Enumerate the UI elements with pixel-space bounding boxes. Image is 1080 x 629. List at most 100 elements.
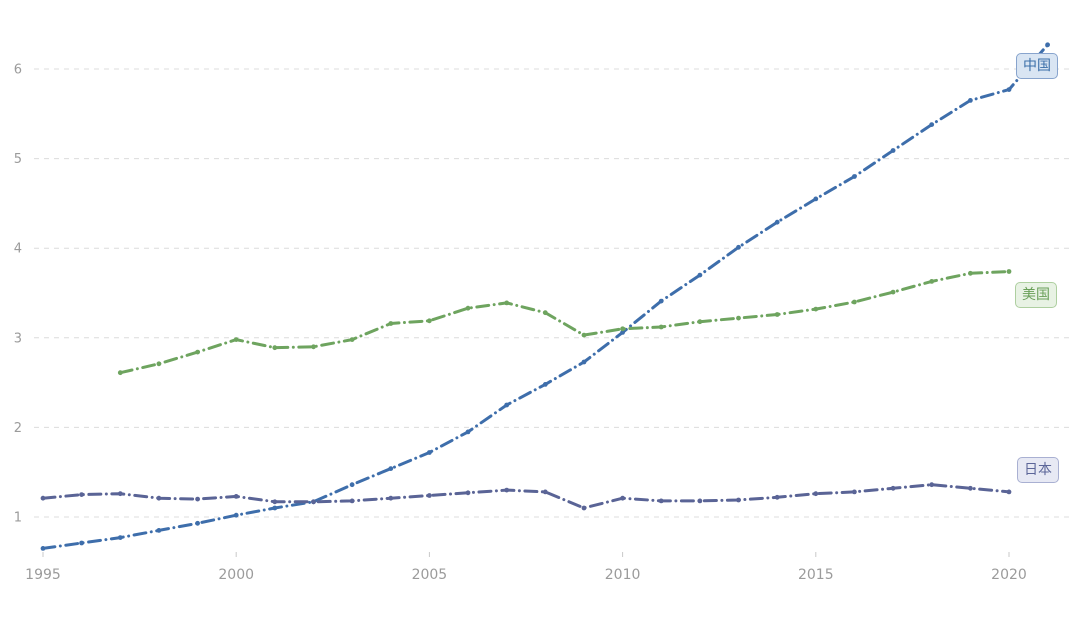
series-line-0	[40, 42, 1050, 551]
data-point	[504, 402, 510, 408]
data-point	[774, 219, 780, 225]
series-badge-japan: 日本	[1017, 457, 1059, 483]
y-axis-tick-label: 4	[14, 242, 22, 257]
data-point	[233, 337, 239, 342]
data-point	[813, 306, 819, 312]
y-axis-tick-label: 6	[14, 63, 22, 78]
data-point	[195, 520, 201, 526]
data-point	[427, 493, 432, 498]
data-point	[581, 359, 587, 365]
data-point	[40, 495, 46, 501]
data-point	[968, 98, 973, 103]
data-point	[272, 345, 278, 351]
x-axis-tick-label: 2005	[412, 567, 448, 583]
data-point	[736, 315, 741, 321]
series-badge-usa: 美国	[1015, 282, 1057, 308]
series-line-2	[40, 482, 1012, 511]
data-point	[697, 498, 703, 504]
data-point	[774, 312, 780, 317]
data-point	[581, 505, 587, 511]
data-point	[311, 499, 316, 505]
data-point	[195, 496, 201, 502]
data-point	[542, 489, 548, 495]
data-point	[658, 324, 664, 330]
data-point	[658, 498, 664, 504]
data-point	[504, 487, 510, 493]
data-point	[1006, 87, 1012, 92]
x-axis-tick-label: 2020	[991, 567, 1027, 583]
data-point	[736, 497, 741, 503]
y-axis-tick-label: 2	[14, 421, 22, 436]
data-point	[774, 494, 780, 500]
data-point	[40, 546, 46, 551]
series-line-1	[117, 269, 1012, 376]
data-point	[156, 495, 162, 501]
x-axis-tick-label: 1995	[25, 567, 61, 583]
data-point	[465, 490, 471, 496]
data-point	[852, 299, 857, 305]
data-point	[272, 505, 278, 511]
data-point	[388, 466, 394, 471]
data-point	[388, 321, 394, 326]
data-point	[117, 535, 123, 540]
data-point	[929, 482, 935, 488]
y-axis-tick-label: 1	[14, 511, 22, 526]
data-point	[620, 330, 625, 335]
data-point	[349, 482, 355, 488]
data-point	[620, 495, 625, 501]
data-point	[117, 370, 123, 376]
data-point	[272, 499, 278, 505]
series-badge-japan-label: 日本	[1024, 462, 1052, 478]
x-axis-tick-label: 2000	[218, 567, 254, 583]
data-point	[1045, 42, 1050, 48]
y-axis-tick-label: 5	[14, 152, 22, 167]
data-point	[890, 289, 896, 295]
data-point	[156, 361, 162, 367]
data-point	[929, 122, 935, 127]
data-point	[813, 491, 819, 497]
series-path	[118, 270, 1011, 375]
data-point	[1006, 489, 1012, 495]
data-point	[968, 270, 973, 276]
data-point	[929, 279, 935, 284]
data-point	[697, 319, 703, 325]
data-point	[427, 450, 432, 455]
data-point	[542, 310, 548, 316]
data-point	[117, 491, 123, 497]
data-point	[620, 326, 625, 332]
data-point	[388, 495, 394, 501]
data-point	[349, 498, 355, 504]
data-point	[890, 148, 896, 153]
data-point	[79, 540, 84, 546]
data-point	[195, 349, 201, 355]
data-point	[852, 174, 857, 179]
series-badge-china-label: 中国	[1023, 58, 1051, 74]
data-point	[156, 528, 162, 533]
x-axis-tick-label: 2010	[605, 567, 641, 583]
data-point	[968, 485, 973, 491]
data-point	[311, 344, 316, 350]
data-point	[1006, 269, 1012, 274]
data-point	[852, 489, 857, 495]
data-point	[465, 305, 471, 311]
x-axis-tick-label: 2015	[798, 567, 834, 583]
data-point	[581, 332, 587, 338]
data-point	[658, 298, 664, 304]
data-point	[465, 429, 471, 435]
data-point	[349, 337, 355, 342]
data-point	[427, 318, 432, 324]
y-axis-tick-label: 3	[14, 331, 22, 346]
data-point	[697, 272, 703, 278]
series-path	[41, 43, 1050, 550]
data-point	[233, 494, 239, 499]
data-point	[813, 196, 819, 202]
data-point	[542, 382, 548, 387]
data-point	[504, 300, 510, 306]
data-point	[233, 512, 239, 518]
series-path	[41, 483, 1011, 510]
data-point	[890, 485, 896, 491]
series-badge-usa-label: 美国	[1022, 287, 1050, 303]
series-badge-china: 中国	[1016, 53, 1058, 79]
